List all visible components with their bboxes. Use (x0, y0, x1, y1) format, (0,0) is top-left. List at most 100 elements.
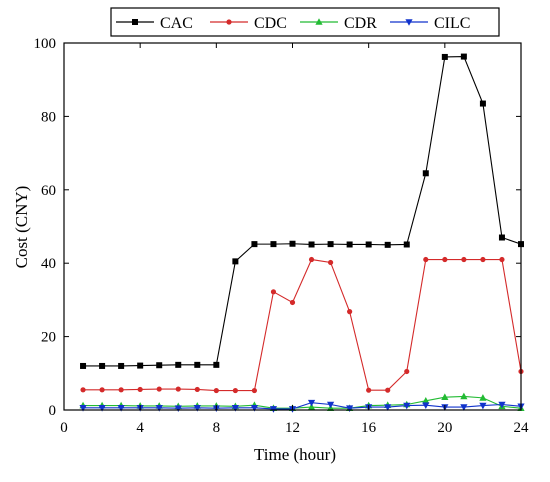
data-point-cdr (479, 394, 487, 401)
data-point-cdc (327, 259, 334, 266)
data-point-cdc (99, 387, 105, 393)
y-tick-label: 60 (41, 183, 56, 199)
data-point-cac (479, 100, 486, 107)
legend-entry-cdc: CDC (210, 15, 287, 32)
data-point-cilc (403, 402, 411, 410)
data-point-cdc (156, 386, 162, 392)
data-point-cac (289, 240, 296, 247)
data-point-cdc (366, 387, 372, 393)
data-point-cdc (80, 387, 86, 393)
data-point-cdr (307, 403, 316, 410)
data-point-cilc (307, 399, 316, 407)
data-point-cac (365, 241, 372, 248)
data-point-cilc (231, 404, 239, 412)
x-tick-label: 20 (437, 420, 452, 436)
data-point-cdc (289, 299, 296, 306)
data-point-cdr (441, 393, 449, 400)
data-point-cac (156, 362, 163, 369)
legend-label-cdr: CDR (344, 15, 377, 32)
data-point-cilc (384, 404, 392, 411)
data-point-cac (403, 241, 410, 248)
y-tick-label: 40 (41, 256, 56, 272)
data-point-cac (213, 361, 220, 368)
y-axis-label: Cost (CNY) (12, 186, 31, 269)
data-point-cac (118, 362, 125, 369)
data-point-cilc (479, 402, 487, 410)
y-tick-label: 80 (41, 109, 56, 125)
y-tick-label: 20 (41, 330, 56, 346)
legend-entry-cac: CAC (116, 15, 193, 32)
data-point-cac (232, 258, 239, 265)
x-tick-label: 24 (514, 420, 530, 436)
legend-label-cac: CAC (160, 15, 193, 32)
data-point-cac (80, 362, 87, 369)
series-line-cdr (83, 395, 522, 409)
data-point-cac (137, 362, 144, 369)
data-point-cdc (442, 256, 448, 263)
data-point-cilc (326, 401, 335, 409)
data-point-cdc (194, 386, 200, 393)
data-point-cac (384, 241, 391, 248)
data-point-cilc (117, 404, 125, 412)
x-tick-label: 4 (136, 420, 144, 436)
data-point-cdc (347, 309, 353, 315)
data-point-cdr (460, 392, 468, 400)
x-axis-label: Time (hour) (254, 445, 336, 464)
data-point-cac (175, 361, 182, 368)
data-point-cdc (385, 387, 391, 393)
data-point-cac (422, 170, 429, 177)
data-point-cac (308, 241, 315, 248)
x-tick-label: 12 (285, 420, 300, 436)
data-point-cilc (269, 406, 278, 413)
data-point-cilc (174, 405, 182, 412)
data-point-cdc (251, 387, 258, 394)
axes: 0 4 8 12 16 20 24 0 20 40 60 80 100 (34, 36, 530, 436)
data-point-cac (498, 234, 505, 241)
legend: CAC CDC CDR CILC (110, 7, 500, 37)
data-point-cac (460, 53, 467, 60)
legend-label-cilc: CILC (434, 15, 470, 32)
series-line-cdc (83, 258, 522, 392)
x-tick-label: 16 (361, 420, 377, 436)
legend-marker-cdc (226, 19, 232, 25)
data-point-cac (346, 241, 353, 248)
y-tick-label: 0 (49, 403, 57, 419)
y-tick-label: 100 (34, 36, 57, 52)
data-point-cilc (422, 402, 430, 410)
data-point-cac (441, 53, 448, 60)
data-point-cdr (422, 397, 430, 404)
x-tick-label: 8 (213, 420, 221, 436)
data-point-cdc (423, 256, 429, 263)
data-point-cilc (460, 404, 468, 411)
legend-entry-cilc: CILC (390, 15, 470, 32)
data-point-cdc (480, 256, 486, 263)
legend-marker-cdr (315, 18, 323, 25)
data-point-cilc (250, 404, 259, 412)
legend-marker-cac (132, 19, 138, 25)
data-point-cac (251, 241, 258, 248)
data-point-cilc (346, 405, 354, 412)
series-cac (80, 53, 524, 369)
data-point-cilc (155, 404, 163, 412)
x-tick-label: 0 (60, 420, 68, 436)
data-point-cdc (175, 386, 181, 392)
data-point-cilc (498, 401, 506, 409)
data-point-cdc (118, 387, 124, 393)
data-point-cdc (404, 368, 410, 375)
data-point-cac (99, 362, 106, 369)
data-point-cdc (270, 289, 277, 295)
data-point-cilc (98, 404, 106, 412)
legend-entry-cdr: CDR (300, 15, 377, 32)
data-point-cdc (213, 387, 219, 394)
data-point-cac (270, 241, 277, 248)
series-cdc (80, 256, 524, 394)
data-point-cilc (79, 404, 87, 412)
legend-marker-cilc (405, 19, 413, 26)
data-point-cdc (308, 256, 315, 263)
legend-label-cdc: CDC (254, 15, 287, 32)
data-point-cilc (193, 404, 201, 412)
data-point-cac (194, 361, 201, 368)
data-point-cdc (232, 387, 238, 394)
data-point-cac (327, 241, 334, 248)
